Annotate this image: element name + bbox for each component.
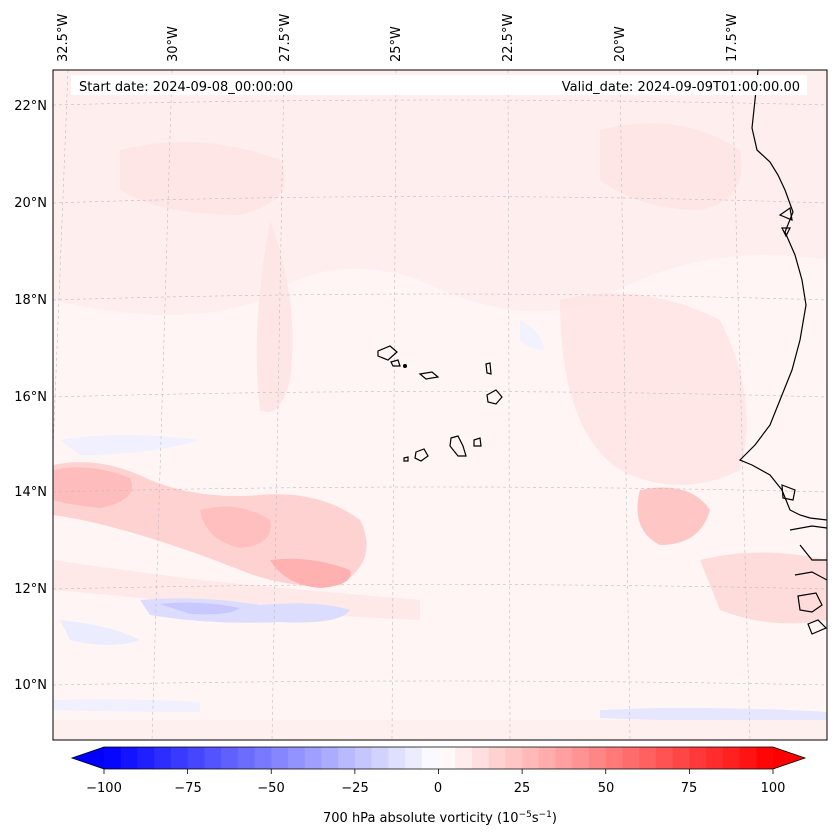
colorbar-swatch xyxy=(471,747,490,769)
colorbar-swatch xyxy=(187,747,205,769)
lat-label: 12°N xyxy=(14,582,47,597)
colorbar-swatch xyxy=(639,747,657,769)
colorbar-swatch xyxy=(354,747,373,769)
start-date-label: Start date: 2024-09-08_00:00:00 xyxy=(79,80,293,95)
colorbar-swatch xyxy=(388,747,406,769)
colorbar-tick-label: 0 xyxy=(434,781,442,796)
colorbar-swatch xyxy=(739,747,757,769)
colorbar-swatch xyxy=(287,747,306,769)
colorbar-swatch xyxy=(689,747,707,769)
colorbar-swatch xyxy=(756,747,774,769)
colorbar-swatch xyxy=(455,747,473,769)
colorbar-tick-label: −75 xyxy=(174,781,201,796)
valid-date-label: Valid_date: 2024-09-09T01:00:00.00 xyxy=(562,80,800,95)
date-banner xyxy=(71,75,807,95)
lat-label: 14°N xyxy=(14,485,47,500)
latitude-labels: 22°N 20°N 18°N 16°N 14°N 12°N 10°N xyxy=(14,99,47,693)
colorbar-swatch xyxy=(154,747,172,769)
colorbar-swatch xyxy=(421,747,440,769)
colorbar-swatch xyxy=(120,747,139,769)
colorbar-tick-label: −50 xyxy=(257,781,284,796)
colorbar-swatch xyxy=(555,747,573,769)
colorbar-swatches xyxy=(104,747,774,769)
graticule xyxy=(53,70,827,740)
colorbar-swatch xyxy=(589,747,607,769)
lon-label: 20°W xyxy=(613,26,628,62)
colorbar-tick-label: 75 xyxy=(681,781,698,796)
lat-label: 20°N xyxy=(14,196,47,211)
colorbar-swatch xyxy=(706,747,724,769)
colorbar-swatch xyxy=(538,747,557,769)
colorbar-swatch xyxy=(237,747,256,769)
colorbar-swatch xyxy=(488,747,507,769)
colorbar-swatch xyxy=(605,747,624,769)
coastlines xyxy=(738,70,827,635)
lon-label: 32.5°W xyxy=(56,14,71,62)
colorbar-ticks xyxy=(103,769,774,774)
colorbar-swatch xyxy=(137,747,155,769)
lon-label: 25°W xyxy=(389,26,404,62)
map-frame xyxy=(52,69,828,741)
colorbar-max-extend xyxy=(773,747,805,769)
lon-label: 22.5°W xyxy=(501,14,516,62)
colorbar-swatch xyxy=(622,747,640,769)
colorbar-swatch xyxy=(405,747,423,769)
colorbar-swatch xyxy=(271,747,289,769)
lon-label: 27.5°W xyxy=(278,14,293,62)
vorticity-field xyxy=(53,70,827,740)
colorbar-min-extend xyxy=(72,747,104,769)
lat-label: 22°N xyxy=(14,99,47,114)
colorbar-swatch xyxy=(438,747,456,769)
colorbar-swatch xyxy=(170,747,189,769)
colorbar-tick-label: 50 xyxy=(598,781,615,796)
colorbar-tick-label: −25 xyxy=(341,781,368,796)
colorbar-swatch xyxy=(221,747,239,769)
colorbar-label: 700 hPa absolute vorticity (10−5s−1) xyxy=(323,810,557,826)
colorbar: −100 −75 −50 −25 0 25 50 75 100 700 hPa … xyxy=(70,746,807,826)
colorbar-swatch xyxy=(304,747,323,769)
colorbar-swatch xyxy=(104,747,122,769)
colorbar-tick-label: −100 xyxy=(86,781,122,796)
lat-label: 16°N xyxy=(14,390,47,405)
cape-verde-islands xyxy=(377,345,503,462)
colorbar-swatch xyxy=(572,747,590,769)
colorbar-swatch xyxy=(338,747,356,769)
colorbar-swatch xyxy=(371,747,389,769)
colorbar-tick-label: 100 xyxy=(761,781,786,796)
longitude-labels: 32.5°W 30°W 27.5°W 25°W 22.5°W 20°W 17.5… xyxy=(56,14,740,62)
lat-label: 18°N xyxy=(14,293,47,308)
lat-label: 10°N xyxy=(14,678,47,693)
lon-label: 17.5°W xyxy=(725,14,740,62)
colorbar-swatch xyxy=(254,747,272,769)
colorbar-swatch xyxy=(505,747,523,769)
colorbar-swatch xyxy=(672,747,690,769)
colorbar-swatch xyxy=(321,747,339,769)
colorbar-tick-label: 25 xyxy=(514,781,531,796)
colorbar-swatch xyxy=(722,747,741,769)
colorbar-swatch xyxy=(655,747,674,769)
colorbar-swatch xyxy=(204,747,222,769)
colorbar-swatch xyxy=(522,747,540,769)
lon-label: 30°W xyxy=(166,26,181,62)
